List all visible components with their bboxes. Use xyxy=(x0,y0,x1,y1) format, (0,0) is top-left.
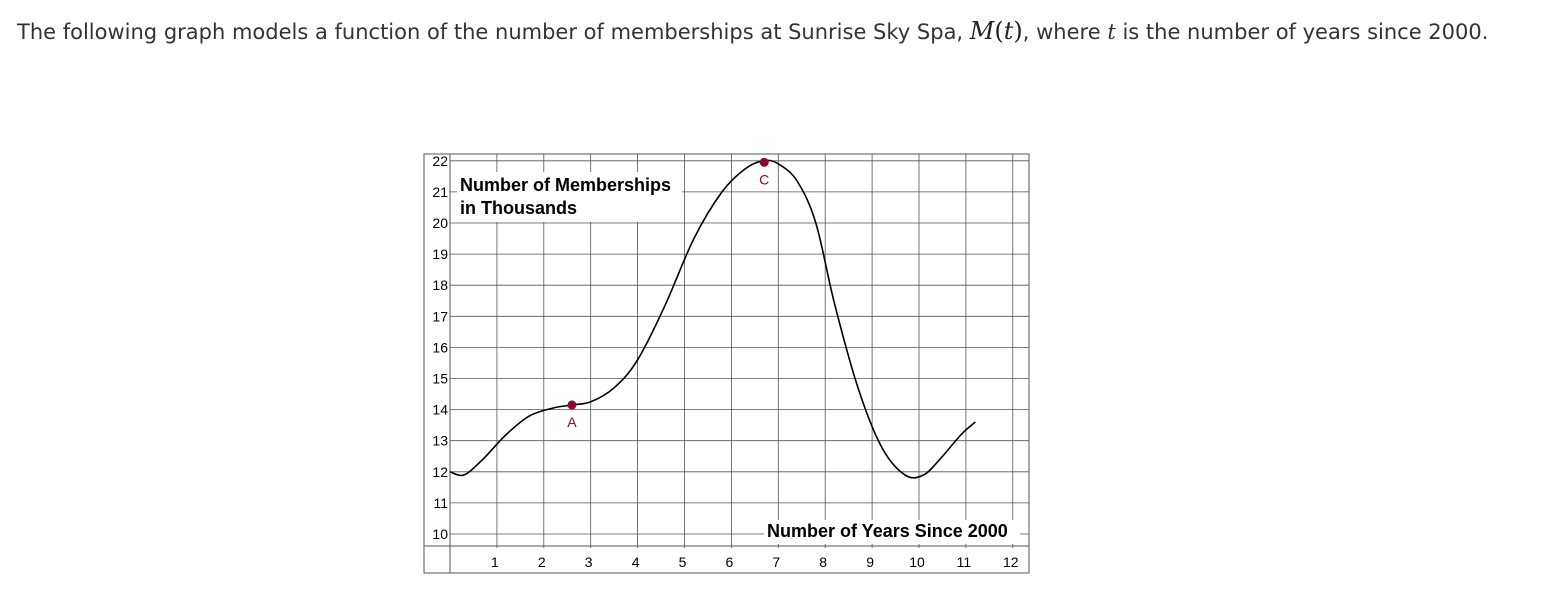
x-tick-label-10: 10 xyxy=(909,554,925,570)
y-tick-label-18: 18 xyxy=(432,277,448,293)
x-tick-label-8: 8 xyxy=(819,554,827,570)
x-tick-label-11: 11 xyxy=(957,554,972,570)
function-notation: M(t) xyxy=(969,17,1023,45)
y-tick-label-14: 14 xyxy=(432,402,448,418)
point-a-label: A xyxy=(567,414,577,430)
y-tick-label-10: 10 xyxy=(432,526,448,542)
y-tick-label-12: 12 xyxy=(432,464,448,480)
x-tick-label-12: 12 xyxy=(1003,554,1019,570)
y-axis-title-line2: in Thousands xyxy=(460,198,577,218)
membership-curve xyxy=(449,159,976,479)
question-ending: is the number of years since 2000. xyxy=(1122,20,1489,44)
function-variable: t xyxy=(1003,17,1014,45)
x-axis-title: Number of Years Since 2000 xyxy=(767,521,1008,541)
x-tick-label-7: 7 xyxy=(772,554,780,570)
y-tick-label-19: 19 xyxy=(432,246,448,262)
x-tick-label-2: 2 xyxy=(538,554,546,570)
y-tick-label-11: 11 xyxy=(433,495,448,511)
y-tick-label-15: 15 xyxy=(432,371,448,387)
x-tick-label-3: 3 xyxy=(585,554,593,570)
y-tick-label-21: 21 xyxy=(432,184,448,200)
labeled-points: AC xyxy=(567,157,769,430)
function-name: M xyxy=(969,17,995,45)
y-label-bg xyxy=(457,172,682,222)
y-tick-label-22: 22 xyxy=(432,153,448,169)
x-tick-label-9: 9 xyxy=(866,554,874,570)
y-tick-label-13: 13 xyxy=(432,433,448,449)
x-tick-labels: 1 2 3 4 5 6 7 8 9 10 11 12 xyxy=(491,554,1019,570)
y-tick-label-17: 17 xyxy=(432,308,448,324)
y-tick-label-20: 20 xyxy=(432,215,448,231)
x-tick-label-4: 4 xyxy=(632,554,640,570)
y-axis-title-line1: Number of Memberships xyxy=(460,175,671,195)
x-tick-label-1: 1 xyxy=(491,554,499,570)
variable-name: t xyxy=(1107,20,1116,44)
question-intro: The following graph models a function of… xyxy=(17,20,964,44)
question-middle: , where xyxy=(1022,20,1101,44)
y-tick-label-16: 16 xyxy=(432,339,448,355)
x-tick-label-5: 5 xyxy=(679,554,687,570)
x-tick-label-6: 6 xyxy=(726,554,734,570)
x-label-bg xyxy=(764,520,1020,544)
question-text: The following graph models a function of… xyxy=(17,12,1537,51)
point-a-marker xyxy=(567,400,577,410)
point-c-marker xyxy=(759,157,769,167)
y-tick-labels: 10 11 12 13 14 15 16 17 18 19 20 21 22 xyxy=(432,153,448,542)
point-c-label: C xyxy=(759,171,769,187)
